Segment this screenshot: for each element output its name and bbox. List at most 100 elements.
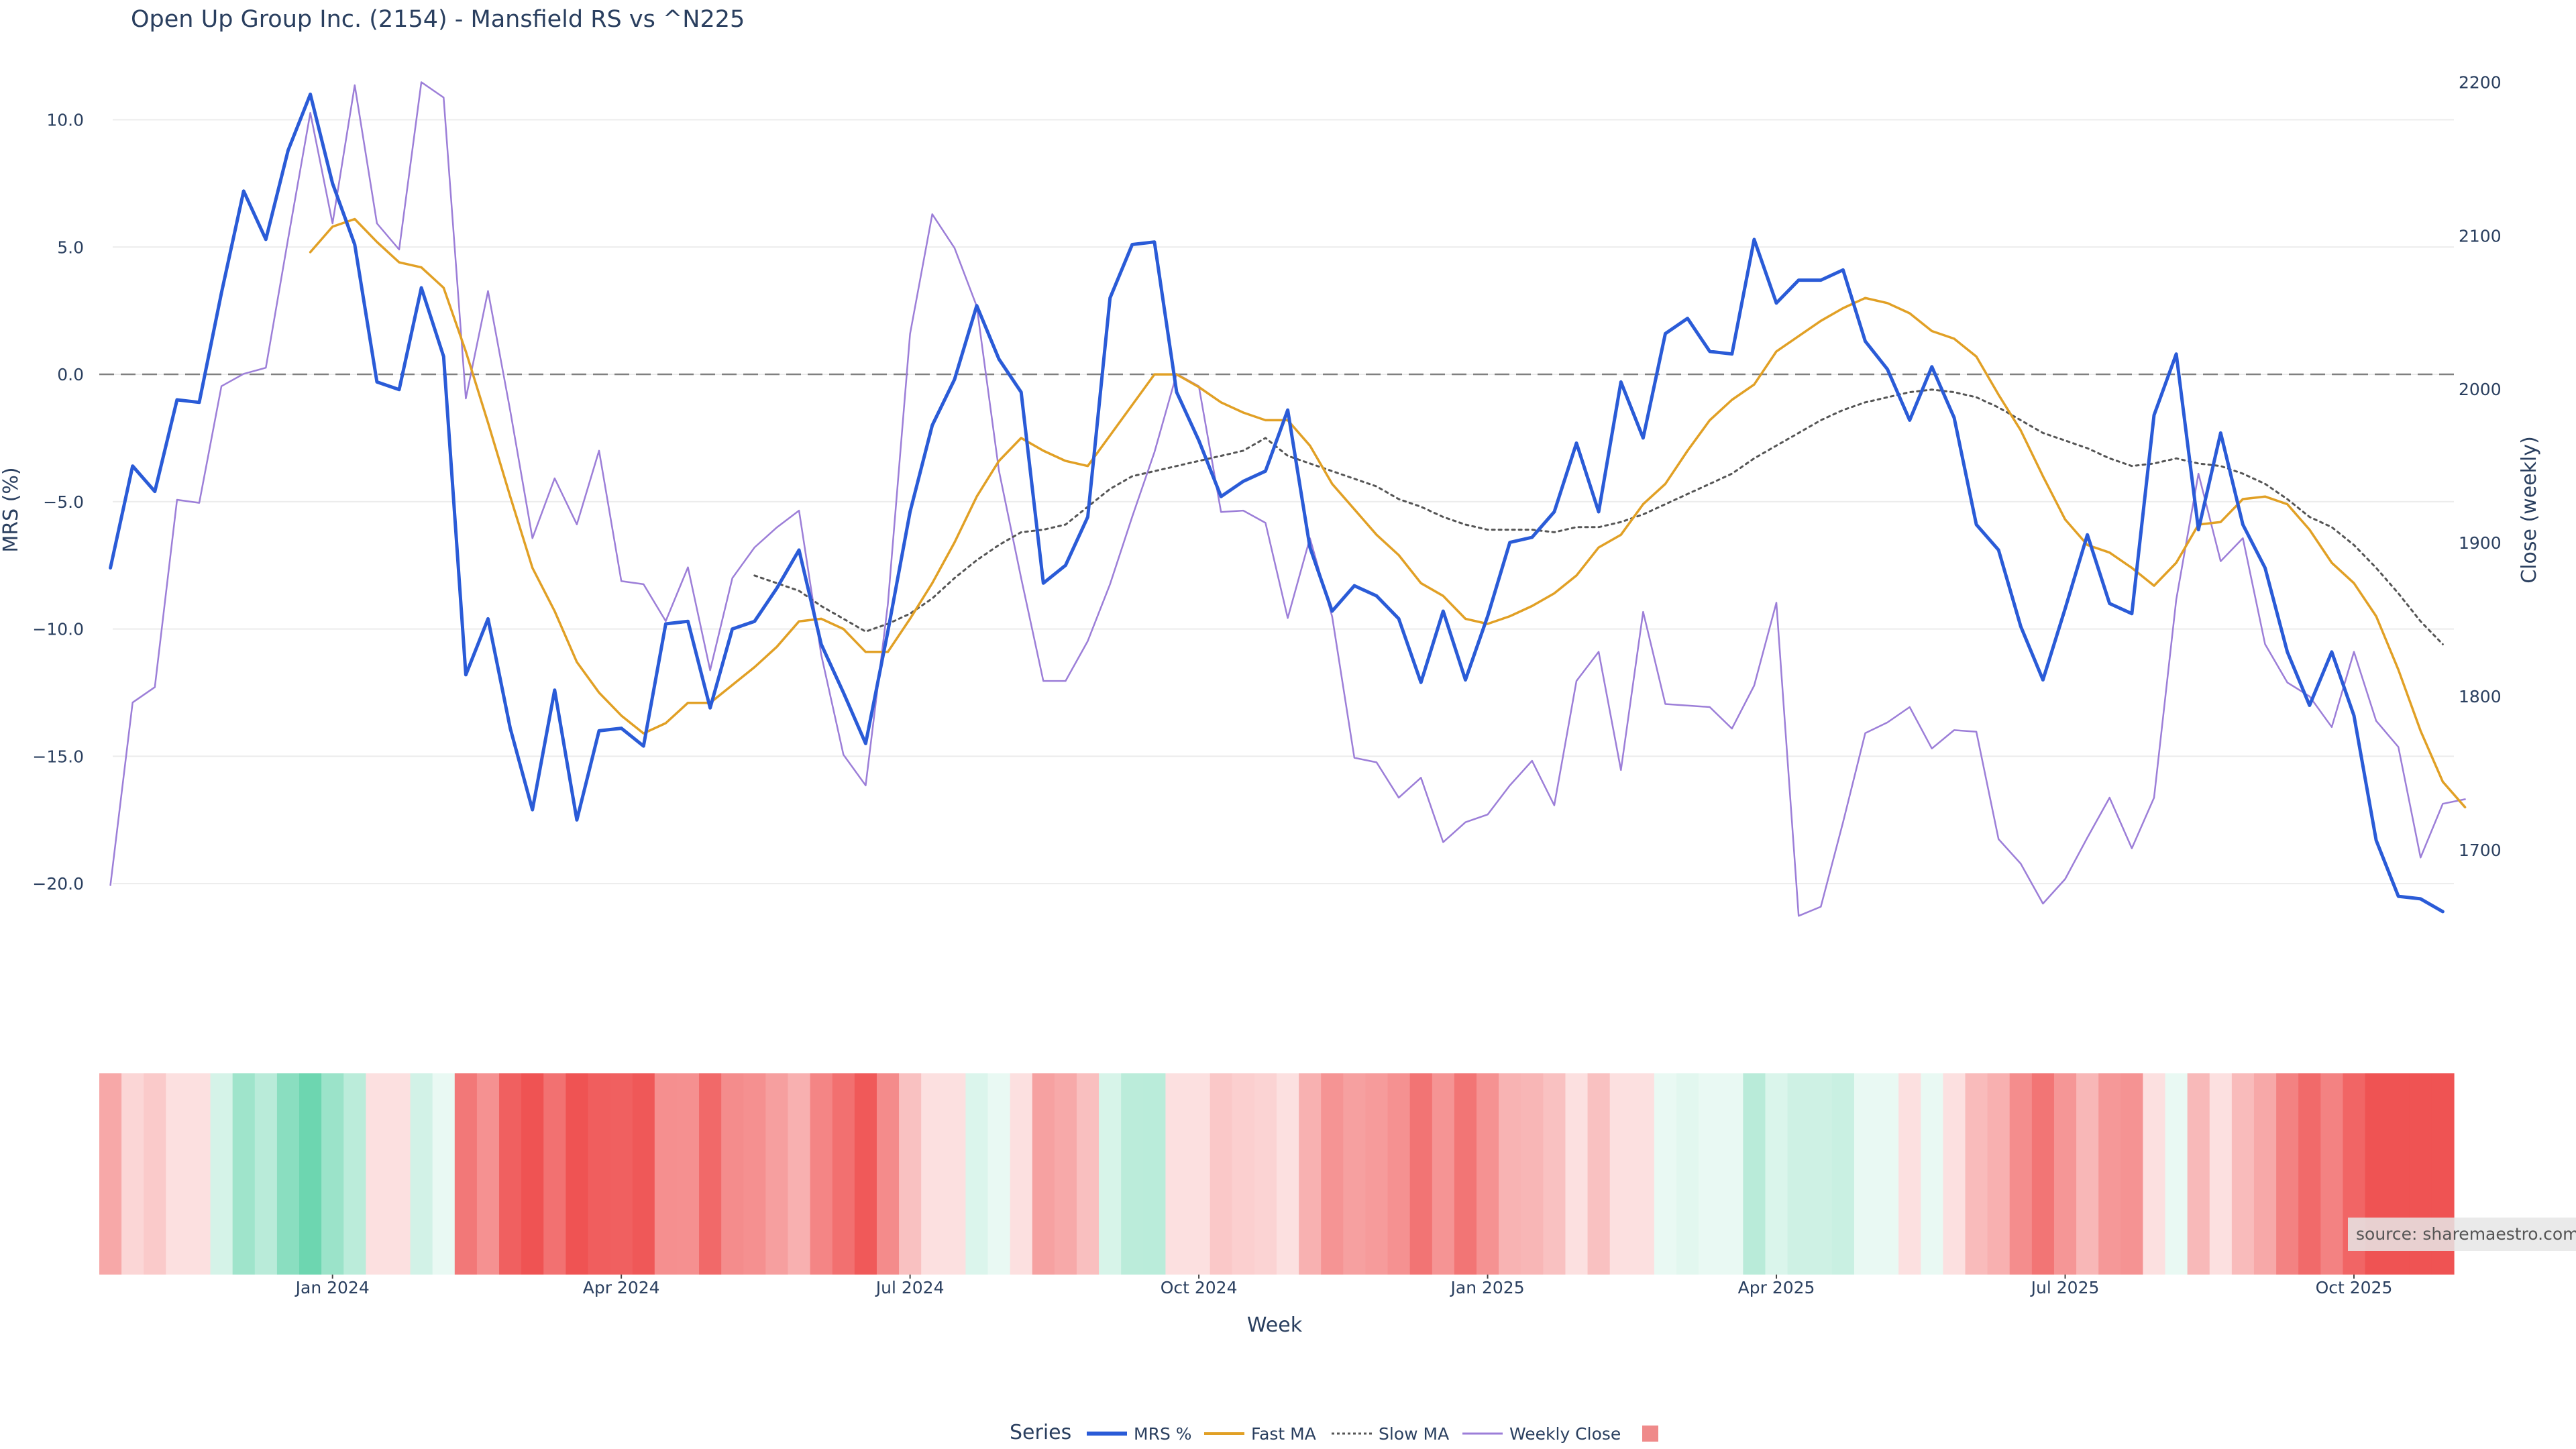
heat-cell (1121, 1073, 1144, 1275)
heat-cell (1521, 1073, 1544, 1275)
grid-lines (113, 119, 2454, 885)
heat-cell (1409, 1073, 1433, 1275)
heat-cell (276, 1073, 300, 1275)
heat-cell (1831, 1073, 1855, 1275)
y-tick-label: −5.0 (43, 492, 84, 512)
heat-cell (1143, 1073, 1167, 1275)
heat-cell (1187, 1073, 1211, 1275)
heat-cell (1010, 1073, 1033, 1275)
heatmap-strip (99, 1073, 2455, 1275)
heat-cell (965, 1073, 989, 1275)
heat-cell (1965, 1073, 1988, 1275)
heat-cell (2031, 1073, 2055, 1275)
heat-cell (1254, 1073, 1277, 1275)
heat-cell (1943, 1073, 1966, 1275)
heat-cell (899, 1073, 922, 1275)
heat-cell (232, 1073, 256, 1275)
y-tick-label: −15.0 (32, 747, 84, 766)
heat-cell (987, 1073, 1011, 1275)
y-tick-label: 0.0 (57, 365, 84, 384)
y-tick-label: 10.0 (46, 111, 84, 130)
heat-cell (299, 1073, 322, 1275)
source-badge-bg (2348, 1218, 2576, 1251)
heat-cell (1921, 1073, 1943, 1275)
heat-cell (1432, 1073, 1455, 1275)
heat-cell (99, 1073, 122, 1275)
x-tick-label: Apr 2024 (583, 1278, 660, 1297)
heat-cell (921, 1073, 944, 1275)
heat-cell (1587, 1073, 1611, 1275)
x-tick-label: Oct 2025 (2316, 1278, 2393, 1297)
series-weekly-close (109, 81, 2466, 917)
y2-tick-label: 1800 (2459, 687, 2502, 706)
heat-cell (2187, 1073, 2210, 1275)
heat-cell (699, 1073, 722, 1275)
y2-axis-title: Close (weekly) (2518, 436, 2541, 584)
heat-cell (632, 1073, 655, 1275)
heat-cell (788, 1073, 811, 1275)
y2-tick-label: 2000 (2459, 380, 2502, 399)
heat-cell (1165, 1073, 1189, 1275)
heat-cell (1076, 1073, 1099, 1275)
y2-tick-label: 2200 (2459, 72, 2502, 92)
heat-cell (1565, 1073, 1589, 1275)
heat-cell (1765, 1073, 1788, 1275)
heat-cell (2165, 1073, 2188, 1275)
series-slow-ma (753, 388, 2444, 645)
heat-cell (1343, 1073, 1366, 1275)
heat-cell (321, 1073, 344, 1275)
heat-cell (1699, 1073, 1721, 1275)
heat-cell (854, 1073, 877, 1275)
x-tick-label: Apr 2025 (1738, 1278, 1815, 1297)
x-axis-title: Week (1247, 1313, 1303, 1337)
y-tick-label: 5.0 (57, 237, 84, 257)
series-mrs- (109, 93, 2445, 914)
legend[interactable]: Series MRS % Fast MA Slow MA Weekly Clos… (1010, 1421, 1658, 1444)
heat-cell (832, 1073, 855, 1275)
x-axis: Jan 2024 Apr 2024 Jul 2024 Oct 2024 Jan 2025… (294, 1275, 2393, 1297)
y2-tick-label: 1700 (2459, 841, 2502, 860)
heat-cell (588, 1073, 611, 1275)
heat-cell (1210, 1073, 1233, 1275)
legend-item-heatmap[interactable] (1642, 1426, 1658, 1442)
legend-label-mrs: MRS % (1134, 1424, 1192, 1444)
legend-item-fast-ma[interactable]: Fast MA (1204, 1424, 1316, 1444)
heat-cell (2076, 1073, 2099, 1275)
y-tick-label: −20.0 (32, 874, 84, 894)
plot-area: 10.0 5.0 0.0 −5.0 −10.0 −15.0 −20.0 2200 2100 20… (32, 72, 2502, 917)
heat-cell (121, 1073, 144, 1275)
x-tick-label: Oct 2024 (1161, 1278, 1238, 1297)
heat-cell (432, 1073, 455, 1275)
heat-cell (2231, 1073, 2255, 1275)
heat-cell (1654, 1073, 1677, 1275)
heat-cell (1454, 1073, 1477, 1275)
legend-label-fast-ma: Fast MA (1251, 1424, 1316, 1444)
heat-cell (521, 1073, 544, 1275)
heat-cell (1321, 1073, 1344, 1275)
heat-cell (1365, 1073, 1389, 1275)
heat-cell (765, 1073, 789, 1275)
heat-cell (1032, 1073, 1055, 1275)
heat-cell (1787, 1073, 1811, 1275)
x-tick-label: Jul 2024 (875, 1278, 945, 1297)
heat-cell (1676, 1073, 1699, 1275)
legend-item-weekly-close[interactable]: Weekly Close (1462, 1424, 1621, 1444)
heat-cell (1609, 1073, 1633, 1275)
heat-cell (1987, 1073, 2010, 1275)
series-lines (109, 81, 2467, 917)
heat-cell (254, 1073, 278, 1275)
heat-cell (1876, 1073, 1899, 1275)
legend-item-mrs[interactable]: MRS % (1087, 1424, 1192, 1444)
series-fast-ma (309, 217, 2467, 809)
y-tick-label: −10.0 (32, 620, 84, 639)
legend-item-slow-ma[interactable]: Slow MA (1332, 1424, 1449, 1444)
heat-cell (144, 1073, 166, 1275)
heat-cell (1299, 1073, 1322, 1275)
heat-cell (543, 1073, 566, 1275)
heat-cell (2143, 1073, 2166, 1275)
heat-cell (1543, 1073, 1566, 1275)
heat-cell (2053, 1073, 2077, 1275)
heat-cell (1898, 1073, 1921, 1275)
heat-cell (188, 1073, 211, 1275)
